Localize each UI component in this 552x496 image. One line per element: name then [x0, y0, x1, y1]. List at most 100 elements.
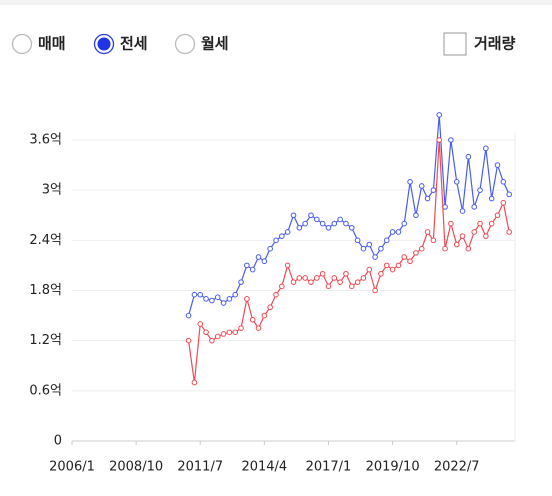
point [360, 275, 367, 281]
radio-label[interactable]: 매매 [38, 35, 66, 53]
point [255, 254, 262, 260]
point [273, 291, 279, 298]
top-strip [0, 0, 552, 5]
point [383, 262, 390, 269]
point [290, 212, 297, 219]
x-tick-label: 2022/7 [434, 460, 480, 475]
y-tick-label: 3.6억 [29, 133, 62, 148]
point [413, 212, 419, 219]
radio-label[interactable]: 전세 [120, 35, 148, 53]
point [348, 224, 355, 231]
radio-label[interactable]: 월세 [201, 35, 229, 53]
point [366, 241, 373, 248]
point [308, 212, 314, 219]
point [244, 262, 250, 269]
point [494, 162, 501, 168]
point [249, 266, 256, 273]
point [448, 137, 454, 143]
point [203, 296, 209, 302]
point [296, 224, 303, 231]
y-tick-label: 3억 [42, 183, 62, 198]
point [477, 187, 483, 193]
point [354, 237, 361, 244]
x-tick-label: 2019/10 [366, 460, 420, 475]
point [494, 212, 501, 219]
point [418, 183, 425, 189]
point [453, 241, 460, 248]
point [337, 216, 343, 223]
point [360, 245, 367, 252]
point [343, 270, 349, 277]
point [325, 224, 332, 231]
point [226, 296, 233, 302]
y-tick-label: 0.6억 [29, 383, 62, 398]
point [267, 304, 273, 311]
point [343, 220, 349, 227]
point [459, 208, 466, 214]
x-tick-label: 2011/7 [177, 460, 223, 475]
point [273, 237, 279, 244]
checkbox-label[interactable]: 거래량 [474, 35, 516, 53]
point [389, 266, 396, 273]
point [430, 187, 437, 193]
point [372, 287, 378, 294]
x-tick-label: 2006/1 [49, 460, 95, 475]
point [506, 229, 512, 235]
point [255, 325, 262, 331]
point [302, 275, 308, 281]
point [249, 316, 256, 323]
point [424, 195, 431, 202]
point [238, 325, 244, 331]
series-line [188, 114, 510, 316]
radio[interactable] [11, 33, 33, 55]
x-tick-label: 2017/1 [306, 460, 352, 475]
point [209, 337, 215, 344]
point [238, 279, 244, 285]
point [191, 379, 198, 386]
point [220, 300, 227, 306]
point [413, 250, 419, 256]
point [471, 204, 477, 210]
point [209, 297, 215, 304]
point [331, 275, 338, 281]
x-tick-label: 2014/4 [241, 460, 287, 475]
checkbox[interactable] [443, 32, 467, 56]
point [244, 296, 250, 302]
point [430, 237, 437, 244]
point [471, 229, 477, 235]
point [407, 179, 413, 185]
point [389, 229, 396, 235]
point [325, 283, 332, 290]
point [348, 283, 355, 290]
point [395, 262, 402, 269]
point [203, 329, 209, 336]
point [401, 254, 408, 260]
radio-dot [97, 37, 111, 51]
point [442, 245, 448, 252]
point [500, 199, 507, 206]
point [232, 291, 239, 298]
y-tick-label: 1.8억 [29, 283, 62, 298]
point [197, 321, 204, 327]
point [436, 112, 443, 118]
point [436, 137, 443, 143]
point [506, 191, 512, 198]
point [261, 312, 268, 319]
point [290, 279, 297, 285]
x-tick-label: 2008/10 [109, 460, 163, 475]
point [477, 220, 483, 227]
point [354, 279, 361, 285]
point [465, 245, 472, 252]
point [453, 179, 460, 185]
point [483, 145, 489, 152]
point [308, 279, 314, 285]
point [448, 220, 454, 227]
series-line [187, 139, 510, 383]
radio[interactable] [174, 33, 196, 55]
point [418, 245, 425, 252]
point [226, 329, 233, 336]
point [331, 220, 338, 227]
point [395, 229, 402, 235]
point [407, 258, 413, 265]
